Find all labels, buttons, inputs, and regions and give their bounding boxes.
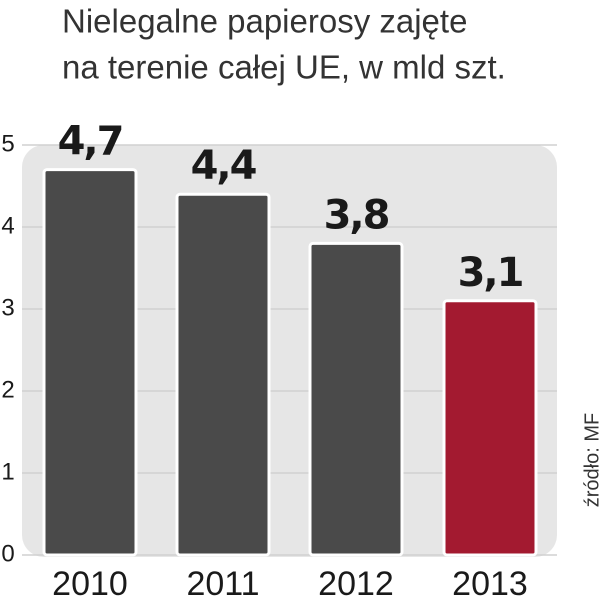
plot-background — [22, 145, 557, 557]
x-tick-label: 2012 — [318, 565, 394, 603]
bar — [175, 192, 271, 557]
x-tick-label: 2010 — [52, 565, 128, 603]
y-tick-label: 2 — [1, 376, 14, 403]
bar — [42, 168, 138, 557]
y-tick-label: 1 — [1, 458, 14, 485]
source: źródło: MF — [581, 413, 603, 507]
bar — [308, 241, 404, 557]
x-tick-label: 2011 — [186, 565, 259, 603]
x-tick-label: 2013 — [452, 565, 528, 603]
value-label: 3,1 — [458, 250, 523, 296]
y-tick-label: 4 — [1, 212, 14, 239]
value-label: 3,8 — [324, 192, 389, 238]
y-tick-label: 0 — [1, 540, 14, 567]
value-label: 4,7 — [58, 119, 123, 165]
chart-title: Nielegalne papierosy zajęte — [62, 3, 467, 40]
chart-title: na terenie całej UE, w mld szt. — [62, 49, 506, 86]
value-label: 4,4 — [191, 143, 256, 189]
y-tick-label: 5 — [1, 130, 14, 157]
bar — [442, 299, 538, 557]
y-tick-label: 3 — [1, 294, 14, 321]
